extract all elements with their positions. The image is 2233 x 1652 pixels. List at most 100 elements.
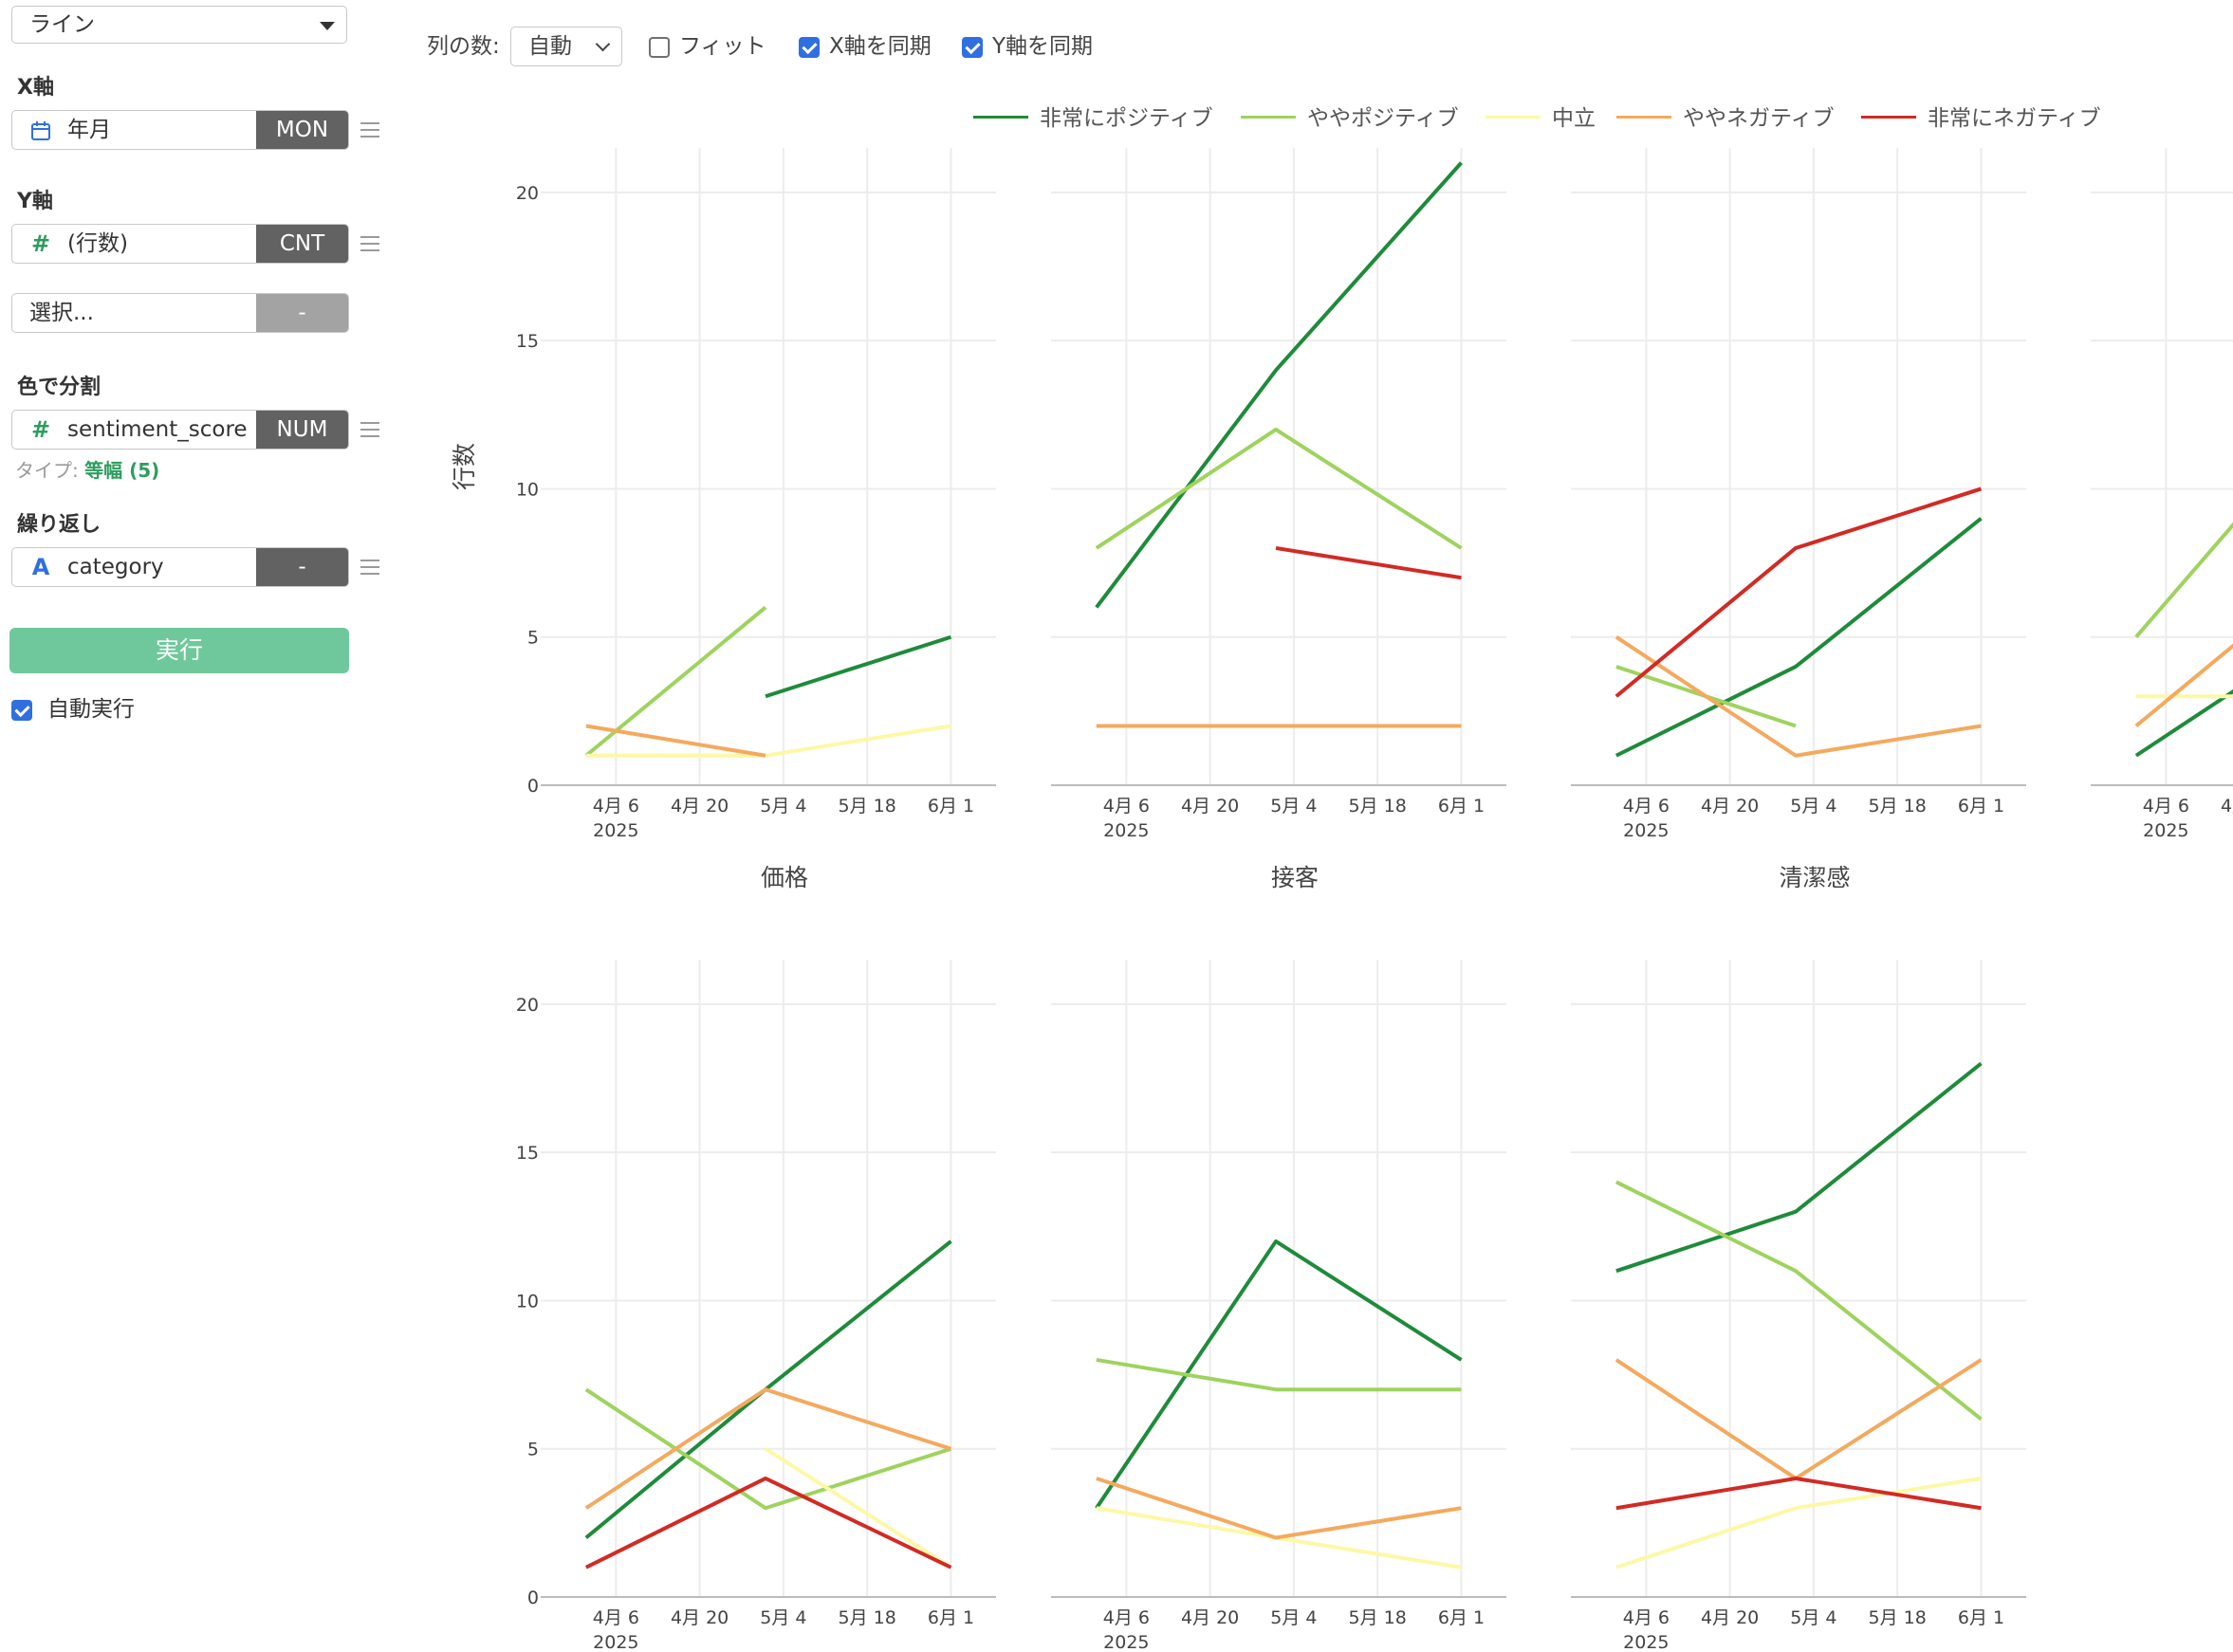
calendar-icon	[28, 111, 54, 149]
facet-title: 価格	[761, 864, 808, 891]
color-split-agg-button[interactable]: NUM	[256, 411, 348, 449]
repeat-field-name: category	[67, 555, 164, 579]
x-tick-label: 5月 18	[1869, 1607, 1927, 1628]
legend-label: 非常にネガティブ	[1928, 106, 2101, 131]
legend-label: 中立	[1552, 106, 1596, 131]
color-split-field[interactable]: # sentiment_score NUM	[11, 410, 349, 450]
x-year-label: 2025	[1623, 1632, 1669, 1652]
x-axis-field-name: 年月	[67, 118, 111, 142]
x-tick-label: 4月 20	[1701, 1607, 1759, 1628]
y-tick-label: 20	[516, 995, 539, 1016]
sync-y-label: Y軸を同期	[992, 34, 1094, 59]
y-tick-label: 10	[516, 1291, 539, 1312]
x-year-label: 2025	[1103, 1632, 1149, 1652]
series-line	[1096, 1357, 1462, 1392]
y-axis-label: Y軸	[17, 190, 53, 213]
auto-run-checkbox[interactable]	[11, 699, 32, 721]
y-axis-extra-agg-button[interactable]: -	[256, 294, 348, 332]
legend-swatch	[1486, 116, 1541, 119]
series-line	[1615, 1180, 1983, 1422]
x-tick-label: 4月 6	[1103, 1607, 1150, 1628]
x-tick-label: 6月 1	[1438, 796, 1485, 817]
auto-run-option: 自動実行	[11, 690, 135, 723]
x-tick-label: 6月 1	[928, 1607, 974, 1628]
x-tick-label: 4月 20	[671, 796, 729, 817]
sync-y-option: Y軸を同期	[962, 27, 1093, 66]
legend-item[interactable]: 非常にネガティブ	[1861, 102, 2101, 135]
y-axis-agg-button[interactable]: CNT	[256, 225, 348, 263]
columns-label: 列の数:	[427, 34, 500, 59]
legend-swatch	[1616, 116, 1671, 119]
sync-y-checkbox[interactable]	[962, 36, 983, 58]
caret-down-icon	[320, 22, 335, 30]
repeat-field[interactable]: A category -	[11, 547, 349, 587]
hamburger-menu-icon[interactable]	[360, 422, 379, 437]
series-line	[1095, 427, 1463, 550]
legend-item[interactable]: ややポジティブ	[1241, 102, 1459, 135]
series-line	[1615, 517, 1983, 758]
hamburger-menu-icon[interactable]	[360, 122, 379, 138]
x-tick-label: 4月 6	[2143, 796, 2189, 817]
facet-panel: 4月 6 4月 20 5月 4 5月 18 6月 1 2025 接客	[1051, 148, 1506, 891]
run-button[interactable]: 実行	[9, 628, 349, 673]
x-axis-agg-button[interactable]: MON	[256, 111, 348, 149]
x-year-label: 2025	[593, 1632, 638, 1652]
hash-icon: #	[30, 416, 51, 443]
y-tick-label: 10	[516, 479, 539, 500]
type-prefix: タイプ:	[15, 459, 79, 482]
series-line	[585, 724, 951, 758]
fit-label: フィット	[679, 34, 766, 59]
y-tick-label: 15	[516, 1143, 539, 1164]
x-tick-label: 6月 1	[1958, 1607, 2004, 1628]
x-year-label: 2025	[2143, 820, 2188, 841]
sync-x-checkbox[interactable]	[799, 36, 820, 58]
series-line	[1095, 1239, 1463, 1510]
series-line	[585, 724, 766, 758]
legend-swatch	[973, 116, 1028, 119]
x-axis-field[interactable]: 年月 MON	[11, 110, 349, 150]
y-axis-field[interactable]: # (行数) CNT	[11, 224, 349, 264]
y-axis-field-name: (行数)	[67, 231, 128, 256]
columns-select[interactable]: 自動	[510, 27, 622, 66]
x-tick-label: 5月 4	[1270, 796, 1317, 817]
legend-label: 非常にポジティブ	[1040, 106, 1213, 131]
legend-swatch	[1861, 116, 1916, 119]
x-tick-label: 5月 4	[1790, 1607, 1836, 1628]
facet-title: 接客	[1271, 864, 1319, 891]
hamburger-menu-icon[interactable]	[360, 236, 379, 251]
series-line	[1275, 545, 1462, 580]
repeat-label: 繰り返し	[17, 513, 102, 537]
x-tick-label: 5月 18	[1349, 1607, 1407, 1628]
legend-label: ややネガティブ	[1683, 106, 1835, 131]
facet-panel: 4月 6 4月 20 5月 4 5月 18 6月 1 2025	[1571, 960, 2026, 1652]
facet-title: 清潔感	[1779, 864, 1850, 891]
chart-type-value: ライン	[29, 12, 95, 37]
legend-item[interactable]: 中立	[1486, 102, 1596, 135]
repeat-agg-button[interactable]: -	[256, 548, 348, 586]
fit-checkbox[interactable]	[649, 36, 670, 58]
legend-item[interactable]: 非常にポジティブ	[973, 102, 1213, 135]
y-axis-extra-placeholder: 選択...	[29, 301, 94, 325]
series-line	[1096, 1477, 1462, 1540]
x-tick-label: 4月 20	[671, 1607, 729, 1628]
x-tick-label: 4月 6	[1103, 796, 1150, 817]
legend-swatch	[1241, 116, 1296, 119]
y-axis-extra-field[interactable]: 選択... -	[11, 293, 349, 333]
x-tick-label: 6月 1	[1438, 1607, 1485, 1628]
series-line	[1615, 1061, 1983, 1274]
x-tick-label: 4月 20	[2221, 796, 2233, 817]
hamburger-menu-icon[interactable]	[360, 560, 379, 575]
columns-value: 自動	[528, 34, 572, 59]
y-tick-label: 15	[516, 331, 539, 352]
series-line	[1615, 635, 1982, 758]
x-tick-label: 4月 6	[1623, 1607, 1670, 1628]
x-tick-label: 4月 20	[1181, 796, 1239, 817]
y-tick-label: 0	[527, 776, 539, 797]
type-value-link[interactable]: 等幅 (5)	[84, 459, 160, 482]
legend-item[interactable]: ややネガティブ	[1616, 102, 1835, 135]
series-line	[765, 634, 952, 699]
x-tick-label: 4月 20	[1701, 796, 1759, 817]
chart-type-select[interactable]: ライン	[11, 6, 347, 44]
series-line	[2134, 522, 2233, 639]
